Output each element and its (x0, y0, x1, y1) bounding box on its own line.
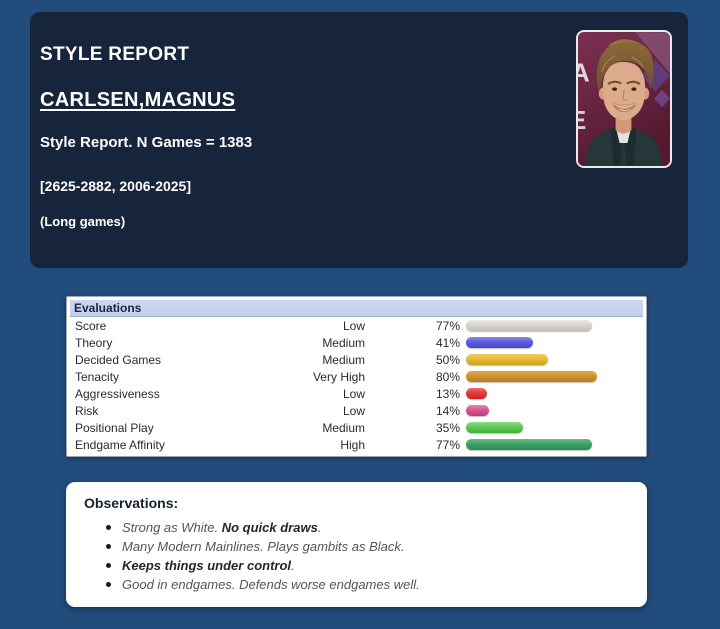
evaluation-bar-cell (460, 337, 643, 348)
evaluation-percent: 77% (435, 318, 460, 333)
player-photo-image: A E (578, 32, 670, 166)
evaluation-bar-cell (460, 422, 643, 433)
evaluation-percent: 13% (435, 386, 460, 401)
evaluation-percent: 14% (435, 403, 460, 418)
evaluation-bar-cell (460, 439, 643, 450)
svg-text:A: A (578, 60, 590, 88)
evaluation-bar-cell (460, 405, 643, 416)
evaluation-row: Score Low 77% (70, 317, 643, 334)
evaluation-bar-cell (460, 388, 643, 399)
evaluation-row: Positional Play Medium 35% (70, 419, 643, 436)
evaluation-level: Medium (322, 420, 365, 435)
evaluation-bar (466, 388, 487, 399)
evaluation-bar (466, 320, 592, 331)
evaluation-level: Medium (322, 335, 365, 350)
evaluation-label: Theory (75, 335, 113, 350)
evaluations-rows: Score Low 77% Theory Medium 41% Decided Games M… (70, 317, 643, 453)
observations-panel: Observations: Strong as White. No quick … (66, 482, 647, 607)
observations-title: Observations: (84, 495, 179, 511)
evaluation-row: Tenacity Very High 80% (70, 368, 643, 385)
evaluation-row: Decided Games Medium 50% (70, 351, 643, 368)
evaluation-percent: 35% (435, 420, 460, 435)
observations-list: Strong as White. No quick draws. Many Mod… (84, 518, 629, 594)
evaluation-level: Medium (322, 352, 365, 367)
evaluation-percent: 50% (435, 352, 460, 367)
evaluation-bar-cell (460, 371, 643, 382)
observation-item: Keeps things under control. (106, 556, 629, 575)
bullet-icon (106, 563, 111, 568)
observation-item: Strong as White. No quick draws. (106, 518, 629, 537)
evaluation-level: High (340, 437, 365, 452)
evaluation-bar (466, 422, 523, 433)
rating-year-range: [2625-2882, 2006-2025] (40, 178, 192, 194)
bullet-icon (106, 544, 111, 549)
evaluation-label: Risk (75, 403, 99, 418)
observation-text: Many Modern Mainlines. Plays gambits as … (122, 539, 405, 554)
evaluation-percent: 41% (435, 335, 460, 350)
evaluations-header: Evaluations (70, 300, 643, 317)
evaluation-bar (466, 371, 597, 382)
evaluation-label: Tenacity (75, 369, 120, 384)
evaluation-row: Theory Medium 41% (70, 334, 643, 351)
evaluation-percent: 77% (435, 437, 460, 452)
evaluation-level: Low (342, 386, 365, 401)
evaluation-row: Risk Low 14% (70, 402, 643, 419)
evaluation-bar (466, 439, 592, 450)
evaluation-label: Endgame Affinity (75, 437, 165, 452)
observation-item: Good in endgames. Defends worse endgames… (106, 575, 629, 594)
evaluation-label: Positional Play (75, 420, 154, 435)
evaluation-level: Very High (312, 369, 365, 384)
evaluation-bar-cell (460, 354, 643, 365)
evaluation-label: Decided Games (75, 352, 162, 367)
evaluation-row: Aggressiveness Low 13% (70, 385, 643, 402)
evaluations-panel: Evaluations Score Low 77% Theory Medium 41% De… (66, 296, 647, 457)
evaluation-percent: 80% (435, 369, 460, 384)
evaluation-level: Low (342, 318, 365, 333)
evaluation-label: Score (75, 318, 107, 333)
game-type-label: (Long games) (40, 214, 126, 229)
bullet-icon (106, 525, 111, 530)
observation-text: Strong as White. No quick draws. (122, 520, 322, 535)
report-subtitle: Style Report. N Games = 1383 (40, 134, 253, 151)
svg-text:E: E (578, 107, 586, 135)
player-name-link[interactable]: CARLSEN,MAGNUS (40, 89, 236, 111)
evaluation-bar (466, 405, 489, 416)
evaluation-bar (466, 337, 533, 348)
observation-item: Many Modern Mainlines. Plays gambits as … (106, 537, 629, 556)
observation-text: Keeps things under control. (122, 558, 295, 573)
evaluation-label: Aggressiveness (75, 386, 160, 401)
player-photo: A E (576, 30, 672, 168)
evaluation-bar-cell (460, 320, 643, 331)
evaluation-bar (466, 354, 548, 365)
observation-text: Good in endgames. Defends worse endgames… (122, 577, 420, 592)
bullet-icon (106, 582, 111, 587)
style-report-card: STYLE REPORT CARLSEN,MAGNUS Style Report… (30, 12, 688, 268)
page-title: STYLE REPORT (40, 44, 190, 65)
evaluation-row: Endgame Affinity High 77% (70, 436, 643, 453)
evaluation-level: Low (342, 403, 365, 418)
